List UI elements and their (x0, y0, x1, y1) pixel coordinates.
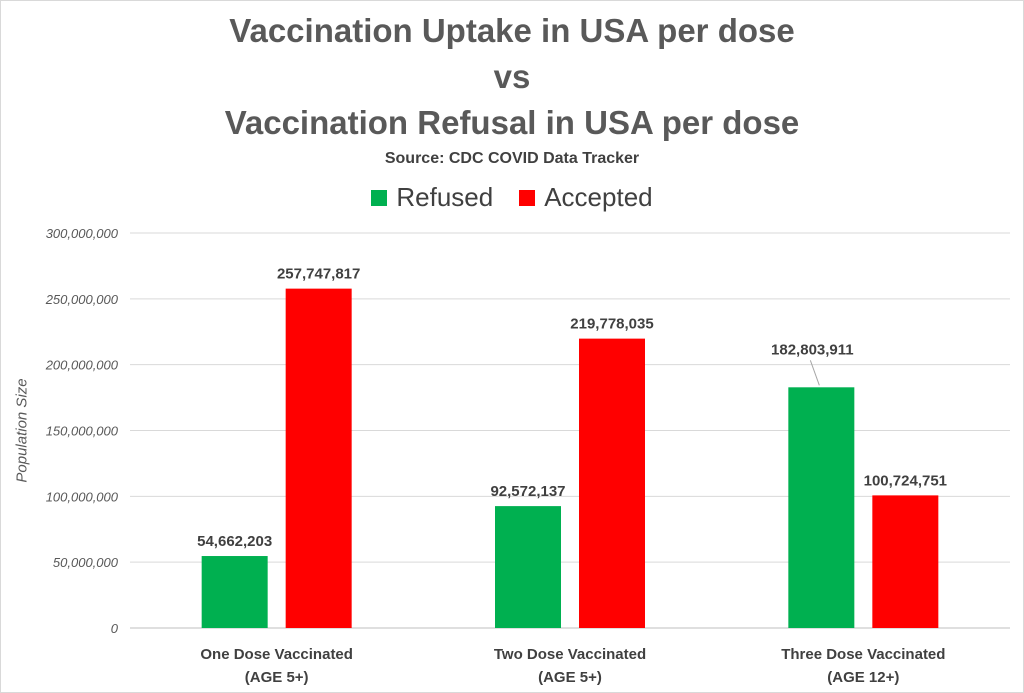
x-tick-label: (AGE 12+) (827, 669, 899, 686)
x-tick-label: (AGE 5+) (538, 669, 602, 686)
chart-title-line-2: vs (493, 58, 531, 95)
chart-title-line-1: Vaccination Uptake in USA per dose (229, 12, 795, 49)
chart-legend: Refused Accepted (0, 182, 1024, 213)
bar-accepted (872, 495, 939, 628)
legend-swatch-accepted (519, 189, 536, 206)
x-tick-label: Two Dose Vaccinated (494, 646, 646, 663)
legend-item-accepted: Accepted (519, 182, 653, 213)
data-label-leader-line (809, 360, 820, 386)
data-label: 100,724,751 (864, 472, 947, 489)
data-label: 182,803,911 (771, 341, 854, 358)
bar-refused (788, 387, 855, 628)
x-tick-label: Three Dose Vaccinated (781, 646, 945, 663)
y-tick-label: 200,000,000 (45, 358, 119, 373)
data-label: 54,662,203 (197, 533, 272, 550)
x-tick-label: (AGE 5+) (245, 669, 309, 686)
chart-title-line-3: Vaccination Refusal in USA per dose (224, 104, 800, 141)
x-tick-label: One Dose Vaccinated (200, 646, 353, 663)
bar-accepted (285, 288, 352, 628)
data-label: 257,747,817 (277, 266, 360, 283)
y-tick-label: 150,000,000 (46, 424, 119, 439)
y-tick-label: 250,000,000 (45, 292, 119, 307)
legend-label-accepted: Accepted (544, 182, 653, 212)
bar-refused (495, 506, 561, 628)
legend-swatch-refused (371, 189, 388, 206)
bar-refused (201, 556, 268, 628)
legend-item-refused: Refused (371, 182, 493, 213)
y-tick-label: 100,000,000 (46, 489, 119, 504)
chart-subtitle: Source: CDC COVID Data Tracker (384, 150, 640, 167)
legend-label-refused: Refused (396, 182, 494, 212)
y-tick-label: 300,000,000 (46, 226, 119, 241)
data-label: 219,778,035 (570, 316, 653, 333)
y-tick-label: 50,000,000 (53, 555, 119, 570)
bar-accepted (579, 338, 645, 628)
data-label: 92,572,137 (490, 483, 565, 500)
y-tick-label: 0 (111, 621, 119, 636)
